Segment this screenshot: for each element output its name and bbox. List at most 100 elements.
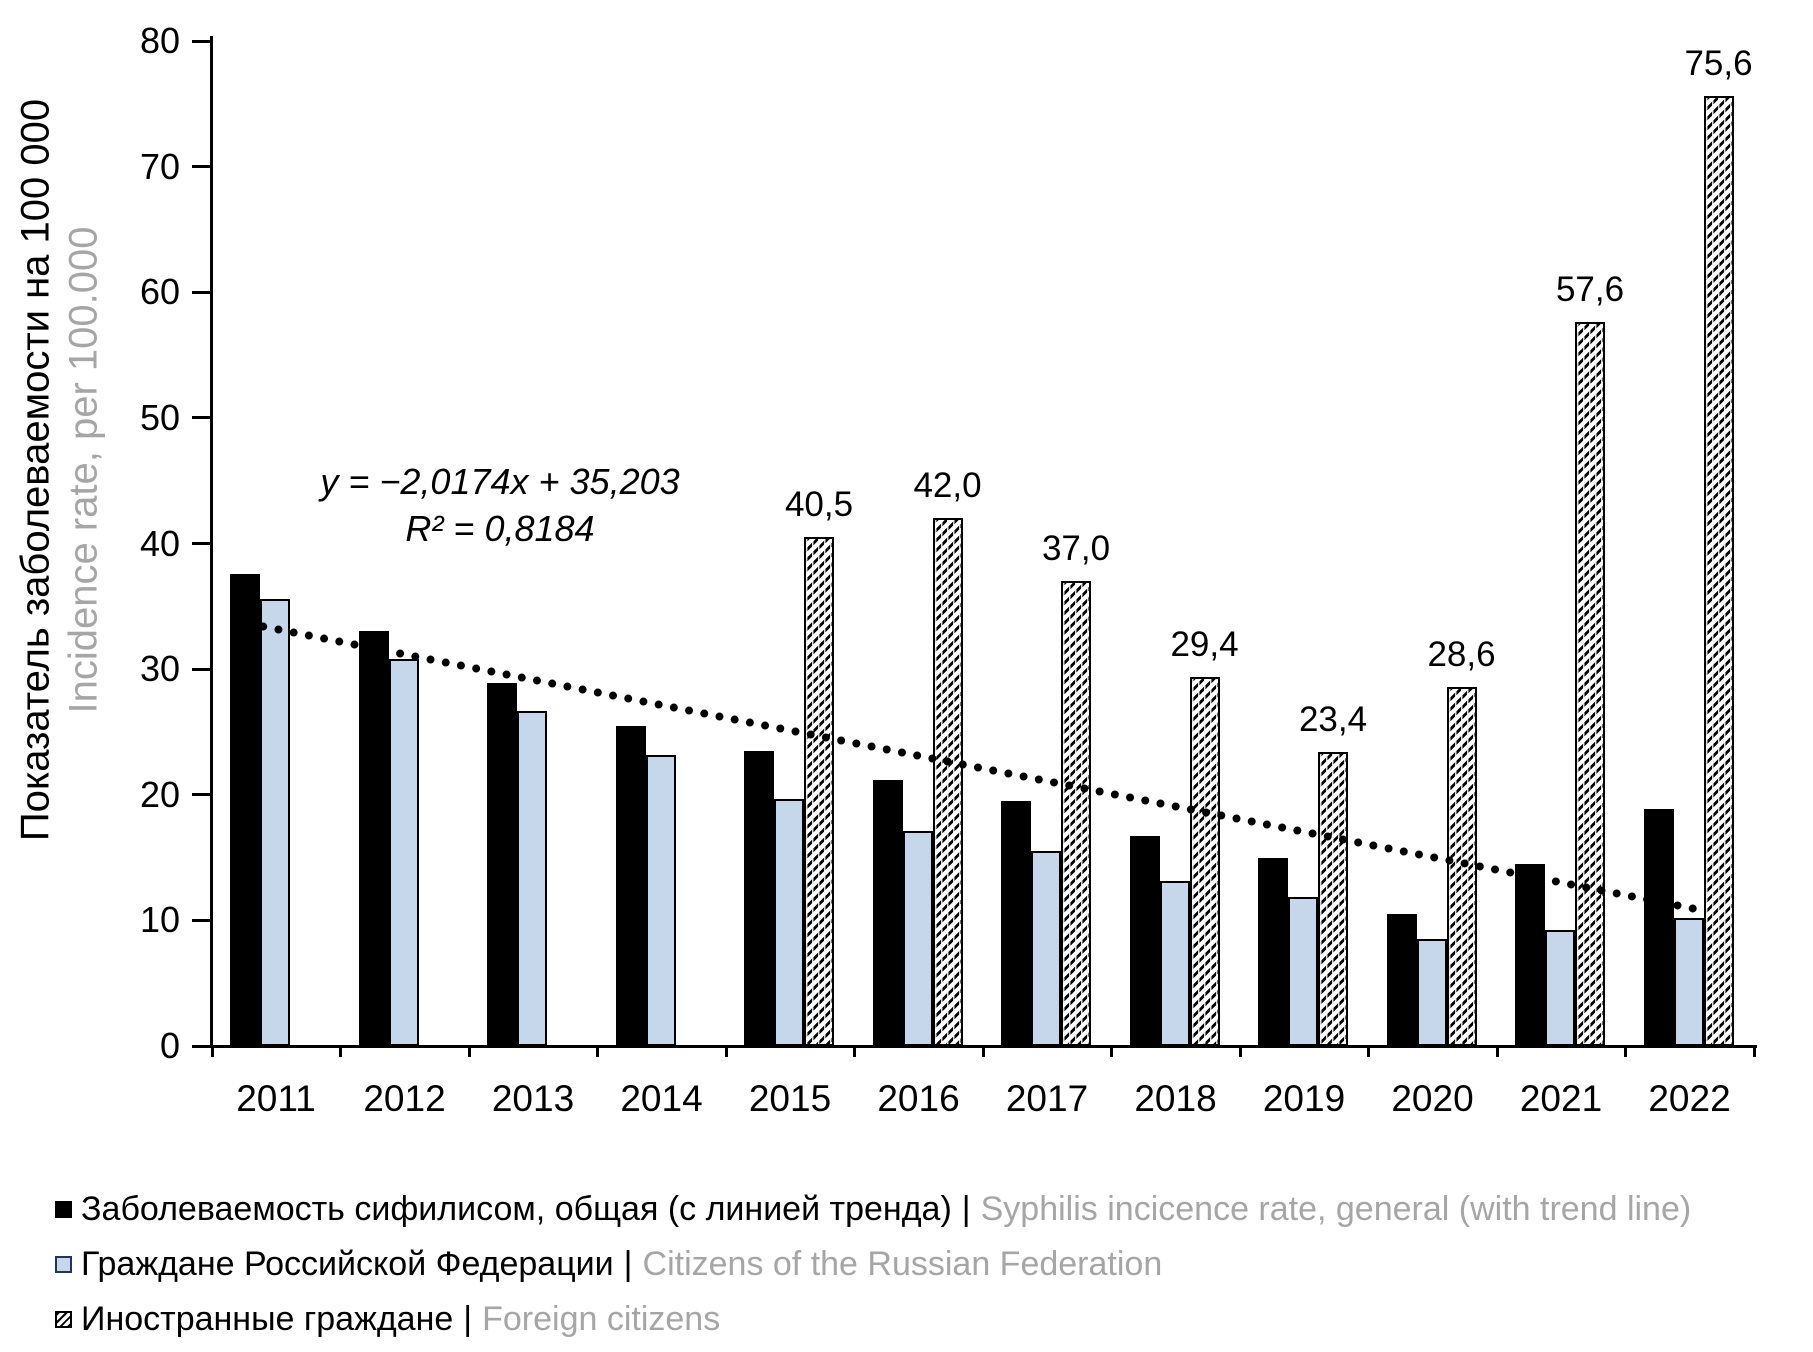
y-axis-tick <box>192 667 212 671</box>
bar-foreign-2015 <box>804 537 834 1046</box>
x-axis-year-label: 2022 <box>1648 1078 1731 1119</box>
x-axis-tick <box>596 1046 599 1057</box>
bar-foreign-2018 <box>1189 676 1220 1046</box>
y-axis-tick-label: 10 <box>139 899 180 941</box>
bar-foreign-2019 <box>1318 752 1348 1046</box>
legend-label-ru: Заболеваемость сифилисом, общая (с линие… <box>81 1190 952 1228</box>
x-axis-year-label: 2014 <box>620 1078 703 1119</box>
y-axis-tick-label: 0 <box>159 1025 180 1066</box>
legend-label-en: Syphilis incicence rate, general (with t… <box>980 1190 1692 1228</box>
data-label-foreign-2016: 42,0 <box>913 466 982 506</box>
bar-foreign-2022 <box>1703 96 1734 1046</box>
legend-item-general: Заболеваемость сифилисом, общая (с линие… <box>55 1190 1691 1229</box>
y-axis-tick-label: 80 <box>139 20 180 61</box>
legend-swatch-blue-square <box>55 1256 72 1273</box>
y-axis-tick-label: 50 <box>139 396 180 438</box>
x-axis-tick <box>724 1046 728 1057</box>
x-axis-year-label: 2012 <box>363 1078 446 1119</box>
x-axis-tick <box>1624 1046 1627 1057</box>
bar-citizens-2015 <box>774 798 804 1046</box>
legend-swatch-hatched-square <box>55 1311 72 1328</box>
bar-general-2012 <box>358 631 389 1046</box>
bar-citizens-2022 <box>1673 917 1704 1046</box>
x-axis-tick <box>1367 1046 1370 1057</box>
legend-label-en: Foreign citizens <box>482 1300 721 1338</box>
x-axis-tick <box>853 1046 856 1057</box>
bar-citizens-2018 <box>1159 881 1190 1046</box>
data-label-foreign-2015: 40,5 <box>784 485 854 525</box>
equation-line: y = −2,0174x + 35,203 <box>320 461 680 502</box>
x-axis-year-label: 2020 <box>1391 1078 1474 1119</box>
x-axis-year-label: 2017 <box>1005 1078 1089 1119</box>
x-axis-year-label: 2018 <box>1134 1078 1217 1119</box>
x-axis-tick <box>210 1046 214 1057</box>
x-axis-year-label: 2015 <box>748 1078 832 1119</box>
bar-general-2019 <box>1258 857 1288 1046</box>
legend-swatch-black-square <box>55 1201 72 1218</box>
y-axis-tick <box>192 290 212 294</box>
legend-item-citizens: Граждане Российской Федерации | Citizens… <box>55 1245 1162 1284</box>
data-label-foreign-2021: 57,6 <box>1555 270 1625 310</box>
bar-general-2014 <box>615 725 646 1046</box>
y-axis-tick <box>192 39 212 43</box>
legend-label-ru: Иностранные граждане <box>81 1300 454 1338</box>
bar-citizens-2017 <box>1031 851 1061 1046</box>
bar-foreign-2017 <box>1061 581 1091 1046</box>
y-axis-tick <box>192 542 212 545</box>
x-axis-tick <box>339 1046 342 1057</box>
data-label-foreign-2019: 23,4 <box>1298 700 1368 740</box>
legend-separator: | <box>463 1300 473 1338</box>
bar-foreign-2020 <box>1446 686 1477 1046</box>
x-axis-tick <box>1495 1046 1499 1057</box>
bar-general-2018 <box>1129 836 1160 1046</box>
bar-citizens-2021 <box>1545 930 1575 1046</box>
y-axis-tick-label: 40 <box>139 522 180 564</box>
bar-general-2013 <box>487 682 517 1046</box>
y-axis-tick-label: 30 <box>139 648 180 690</box>
bar-general-2011 <box>230 573 260 1046</box>
data-label-foreign-2022: 75,6 <box>1684 44 1753 84</box>
legend-label-ru: Граждане Российской Федерации <box>81 1245 614 1283</box>
x-axis-tick <box>1752 1046 1756 1057</box>
x-axis-year-label: 2016 <box>877 1078 960 1119</box>
bar-citizens-2011 <box>260 598 290 1046</box>
r-squared-line: R² = 0,8184 <box>405 508 595 549</box>
bar-citizens-2013 <box>517 710 547 1046</box>
bar-general-2017 <box>1001 801 1031 1046</box>
bar-general-2015 <box>744 750 774 1046</box>
y-axis-title-ru: Показатель заболеваемости на 100 000 <box>13 98 58 842</box>
bar-citizens-2014 <box>645 754 676 1046</box>
legend-separator: | <box>961 1190 971 1228</box>
bar-general-2021 <box>1515 863 1545 1046</box>
x-axis-year-label: 2021 <box>1519 1078 1603 1119</box>
bar-citizens-2020 <box>1416 939 1447 1046</box>
y-axis-tick-label: 60 <box>139 271 180 313</box>
y-axis-tick <box>192 416 212 420</box>
bar-general-2022 <box>1643 808 1674 1046</box>
x-axis-tick <box>1238 1046 1242 1057</box>
legend-item-foreign: Иностранные граждане | Foreign citizens <box>55 1300 720 1339</box>
y-axis-tick <box>192 793 212 797</box>
x-axis-year-label: 2019 <box>1262 1078 1346 1119</box>
y-axis-tick-label: 70 <box>139 145 180 187</box>
y-axis-tick-label: 20 <box>139 773 180 815</box>
bar-citizens-2019 <box>1288 896 1318 1046</box>
data-label-foreign-2017: 37,0 <box>1041 529 1111 569</box>
legend-label-en: Citizens of the Russian Federation <box>642 1245 1163 1283</box>
x-axis-tick <box>1110 1046 1113 1057</box>
legend-separator: | <box>623 1245 633 1283</box>
bar-general-2020 <box>1386 914 1417 1046</box>
bar-foreign-2021 <box>1575 322 1605 1046</box>
x-axis-year-label: 2011 <box>236 1078 316 1119</box>
bar-citizens-2016 <box>902 831 933 1046</box>
y-axis-tick <box>192 1044 212 1048</box>
x-axis-tick <box>981 1046 985 1057</box>
y-axis-tick <box>192 918 212 922</box>
bar-general-2016 <box>872 779 903 1046</box>
data-label-foreign-2018: 29,4 <box>1170 624 1239 664</box>
bar-citizens-2012 <box>388 659 419 1046</box>
x-axis-year-label: 2013 <box>491 1078 575 1119</box>
trendline-equation: y = −2,0174x + 35,203 R² = 0,8184 <box>320 458 679 552</box>
y-axis-tick <box>192 165 212 169</box>
